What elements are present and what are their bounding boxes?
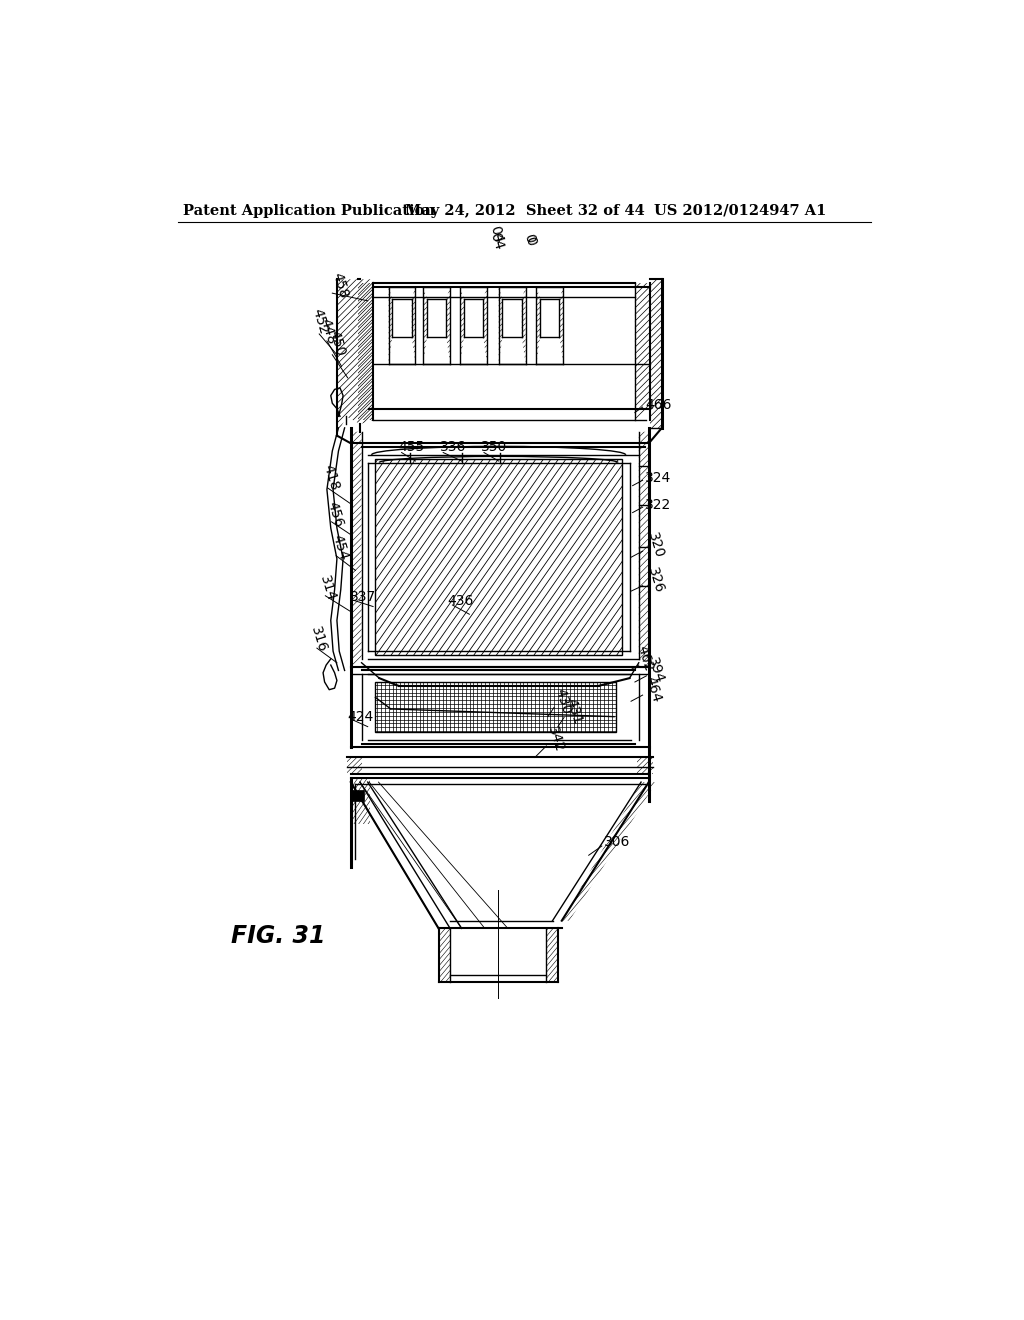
Text: 464: 464 bbox=[643, 675, 664, 705]
Text: 337: 337 bbox=[350, 590, 376, 605]
Text: 452: 452 bbox=[309, 308, 331, 337]
Text: 424: 424 bbox=[348, 710, 374, 723]
Text: 430: 430 bbox=[553, 686, 573, 715]
Text: 342: 342 bbox=[545, 725, 566, 754]
Text: 450: 450 bbox=[326, 329, 347, 358]
Text: FIG. 31: FIG. 31 bbox=[230, 924, 326, 948]
Text: May 24, 2012  Sheet 32 of 44: May 24, 2012 Sheet 32 of 44 bbox=[404, 203, 644, 218]
Text: 350: 350 bbox=[481, 440, 507, 454]
Text: 314: 314 bbox=[316, 573, 338, 603]
Text: 322: 322 bbox=[645, 498, 671, 512]
Text: Patent Application Publication: Patent Application Publication bbox=[183, 203, 435, 218]
Text: 320: 320 bbox=[645, 531, 666, 560]
Text: 0: 0 bbox=[522, 235, 539, 247]
Bar bbox=[352, 789, 364, 801]
Text: 466: 466 bbox=[645, 397, 672, 412]
Text: 326: 326 bbox=[645, 566, 666, 595]
Text: 456: 456 bbox=[325, 499, 346, 529]
Text: 431: 431 bbox=[563, 697, 585, 726]
Text: 454: 454 bbox=[330, 533, 350, 562]
Text: 0: 0 bbox=[521, 232, 537, 244]
Text: 448: 448 bbox=[317, 317, 339, 346]
Text: US 2012/0124947 A1: US 2012/0124947 A1 bbox=[654, 203, 826, 218]
Text: 455: 455 bbox=[398, 440, 425, 454]
Text: 458: 458 bbox=[330, 271, 350, 300]
Bar bbox=[376, 459, 622, 655]
Text: 462: 462 bbox=[635, 644, 656, 673]
Text: 436: 436 bbox=[447, 594, 474, 609]
Text: 316: 316 bbox=[307, 624, 329, 655]
Text: 306: 306 bbox=[604, 836, 631, 849]
Text: 336: 336 bbox=[440, 440, 467, 454]
Text: 04: 04 bbox=[487, 231, 506, 251]
Bar bbox=[376, 682, 615, 733]
Text: 418: 418 bbox=[321, 463, 342, 492]
Text: 324: 324 bbox=[645, 471, 671, 484]
Text: 394: 394 bbox=[645, 656, 666, 685]
Text: 04: 04 bbox=[487, 224, 505, 244]
